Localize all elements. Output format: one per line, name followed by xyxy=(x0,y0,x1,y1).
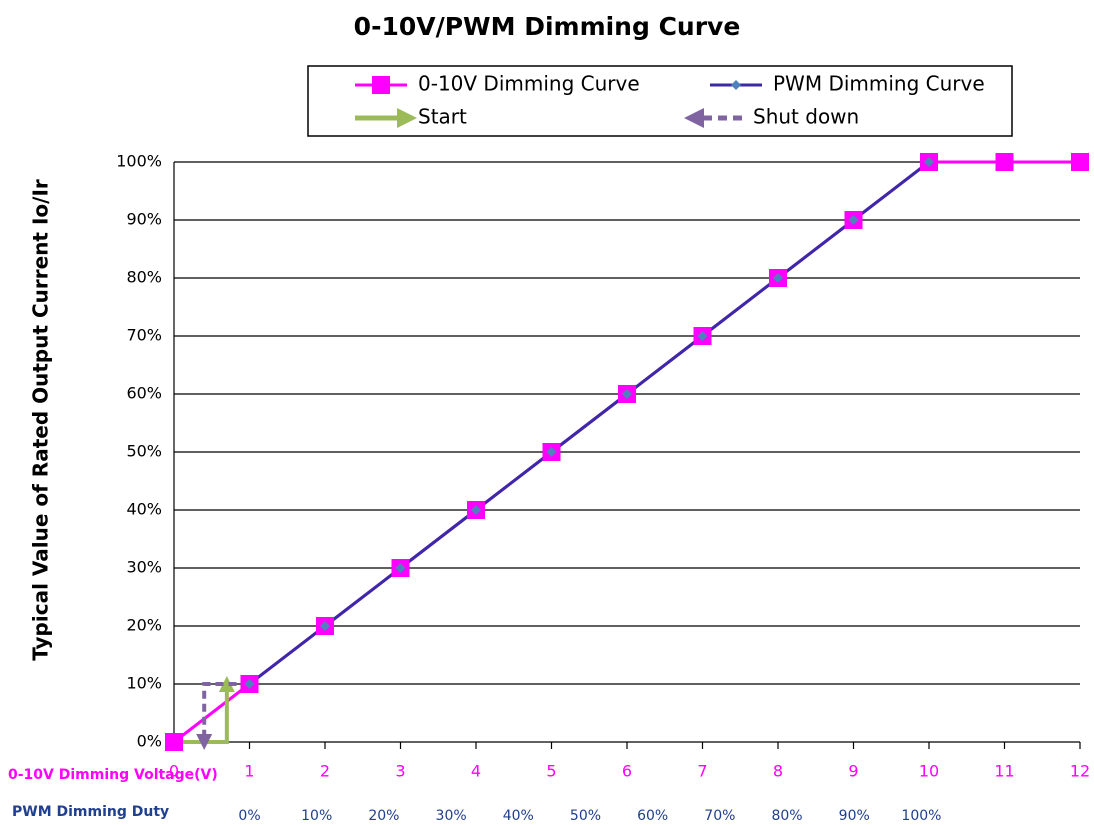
legend-marker xyxy=(731,80,741,90)
legend-label: PWM Dimming Curve xyxy=(773,72,985,96)
x2-tick-label: 60% xyxy=(637,808,668,824)
y-tick-label: 100% xyxy=(116,152,162,171)
x-tick-label: 2 xyxy=(320,762,330,781)
y-tick-label: 30% xyxy=(126,558,162,577)
x-tick-label: 12 xyxy=(1070,762,1090,781)
x2-tick-label: 100% xyxy=(901,808,941,824)
marker xyxy=(622,389,632,399)
y-tick-label: 60% xyxy=(126,384,162,403)
x2-tick-label: 40% xyxy=(503,808,534,824)
legend-label: 0-10V Dimming Curve xyxy=(418,72,640,96)
y-tick-label: 40% xyxy=(126,500,162,519)
y-tick-label: 20% xyxy=(126,616,162,635)
marker xyxy=(244,679,255,689)
y-tick-label: 50% xyxy=(126,442,162,461)
x2-tick-label: 50% xyxy=(570,808,601,824)
chart-title: 0-10V/PWM Dimming Curve xyxy=(354,12,741,41)
x2-tick-label: 70% xyxy=(704,808,735,824)
x-tick-label: 11 xyxy=(994,762,1014,781)
marker xyxy=(165,733,183,751)
marker xyxy=(546,447,557,457)
x-tick-label: 5 xyxy=(546,762,556,781)
x2-tick-label: 90% xyxy=(839,808,870,824)
y-axis-title: Typical Value of Rated Output Current Io… xyxy=(29,179,53,661)
x-tick-label: 8 xyxy=(773,762,783,781)
y-tick-label: 80% xyxy=(126,268,162,287)
arrow xyxy=(174,676,235,744)
marker xyxy=(1071,153,1089,171)
x-tick-label: 3 xyxy=(395,762,405,781)
x-tick-label: 6 xyxy=(622,762,632,781)
marker xyxy=(395,563,406,573)
x2-axis-title: PWM Dimming Duty xyxy=(12,804,169,820)
marker xyxy=(320,621,330,631)
x2-tick-label: 30% xyxy=(436,808,467,824)
x2-tick-label: 80% xyxy=(771,808,802,824)
y-tick-label: 10% xyxy=(126,674,162,693)
marker xyxy=(924,157,934,167)
legend-label: Start xyxy=(418,105,467,129)
legend-label: Shut down xyxy=(753,105,859,129)
series-line xyxy=(248,160,930,686)
y-tick-label: 0% xyxy=(137,732,162,751)
x-axis-title: 0-10V Dimming Voltage(V) xyxy=(8,767,218,783)
x2-tick-label: 10% xyxy=(301,808,332,824)
x-tick-label: 4 xyxy=(471,762,481,781)
y-tick-label: 90% xyxy=(126,210,162,229)
marker xyxy=(471,505,481,515)
x-tick-label: 0 xyxy=(169,762,179,781)
x2-tick-label: 20% xyxy=(368,808,399,824)
x-tick-label: 7 xyxy=(697,762,707,781)
marker xyxy=(848,215,859,225)
x-tick-label: 1 xyxy=(244,762,254,781)
legend-box xyxy=(307,65,1013,137)
legend-marker xyxy=(372,76,390,94)
arrow xyxy=(196,682,250,750)
x2-tick-label: 0% xyxy=(238,808,260,824)
marker xyxy=(773,273,783,283)
x-tick-label: 10 xyxy=(919,762,939,781)
y-tick-label: 70% xyxy=(126,326,162,345)
marker xyxy=(697,331,708,341)
x-tick-label: 9 xyxy=(848,762,858,781)
marker xyxy=(995,153,1014,171)
